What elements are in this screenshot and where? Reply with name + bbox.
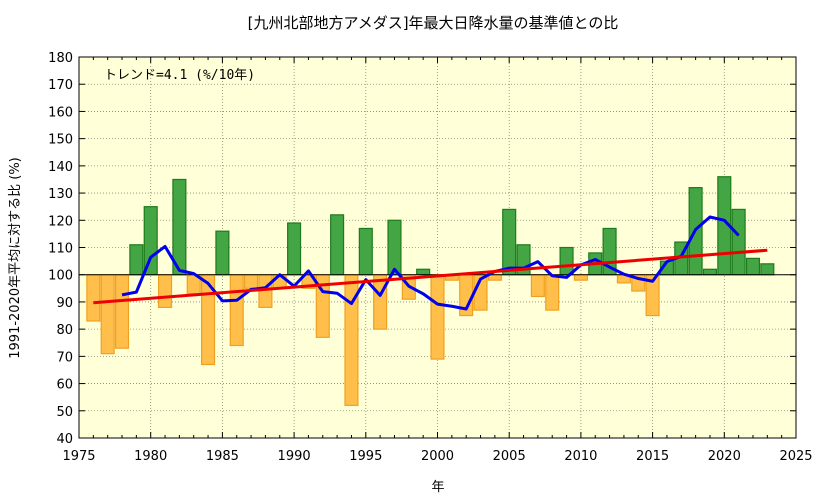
bar-1977	[100, 274, 115, 355]
bar-1996	[373, 274, 388, 330]
bar-2008	[545, 274, 560, 311]
y-tick-label: 130	[48, 187, 73, 202]
bar-1985	[215, 230, 230, 276]
x-tick-label: 2015	[636, 449, 669, 464]
bar-2000	[430, 274, 445, 360]
y-tick-label: 40	[56, 432, 73, 447]
bar-1981	[157, 274, 173, 308]
x-tick-label: 1980	[134, 449, 167, 464]
y-tick-label: 50	[56, 405, 73, 420]
bar-2023	[760, 263, 775, 276]
bar-2022	[745, 257, 761, 276]
y-tick-label: 80	[56, 323, 73, 338]
y-tick-label: 60	[56, 378, 73, 393]
x-tick-label: 2005	[493, 449, 526, 464]
bar-2005	[502, 208, 517, 276]
bar-2009	[559, 246, 574, 276]
bar-1986	[229, 274, 244, 347]
bar-1995	[358, 227, 373, 276]
y-tick-label: 160	[48, 105, 73, 120]
bar-1999	[416, 268, 431, 276]
moving-average-line	[121, 215, 740, 311]
x-tick-label: 1975	[62, 449, 95, 464]
y-tick-label: 100	[48, 269, 73, 284]
y-tick-label: 110	[48, 242, 73, 257]
trend-line	[93, 248, 768, 305]
x-axis-title: 年	[431, 480, 444, 495]
bar-1997	[387, 219, 402, 276]
x-tick-label: 2025	[779, 449, 812, 464]
bar-1978	[114, 274, 130, 349]
trend-annotation: トレンド=4.1 (%/10年)	[104, 68, 255, 83]
bar-1987	[244, 274, 259, 289]
y-axis-title: 1991-2020年平均に対する比 (%)	[8, 157, 23, 359]
bar-2019	[702, 268, 718, 276]
x-tick-label: 1995	[349, 449, 382, 464]
y-tick-label: 70	[56, 350, 73, 365]
y-axis-ticks: 40 50 60 70 80 90 100 110 120 130 140 150 160 170 180	[48, 51, 796, 447]
y-tick-label: 140	[48, 160, 73, 175]
bar-1993	[330, 214, 345, 276]
y-tick-label: 90	[56, 296, 73, 311]
x-tick-label: 2020	[708, 449, 741, 464]
y-tick-label: 120	[48, 214, 73, 229]
x-tick-label: 1990	[278, 449, 311, 464]
x-tick-label: 1985	[206, 449, 239, 464]
x-tick-label: 2010	[564, 449, 597, 464]
y-tick-label: 180	[48, 51, 73, 66]
bar-2021	[731, 208, 746, 276]
bar-2010	[573, 274, 588, 281]
x-tick-label: 2000	[421, 449, 454, 464]
y-tick-label: 170	[48, 78, 73, 93]
y-tick-label: 150	[48, 133, 73, 148]
chart-title: [九州北部地方アメダス]年最大日降水量の基準値との比	[248, 14, 619, 32]
bar-1979	[129, 244, 144, 276]
bar-1976	[86, 274, 101, 322]
x-axis-ticks: 1975 1980 1985 1990 1995 2000 2005 2010 2015 2020…	[62, 57, 813, 464]
bar-1990	[287, 222, 302, 276]
bar-2007	[530, 274, 545, 298]
